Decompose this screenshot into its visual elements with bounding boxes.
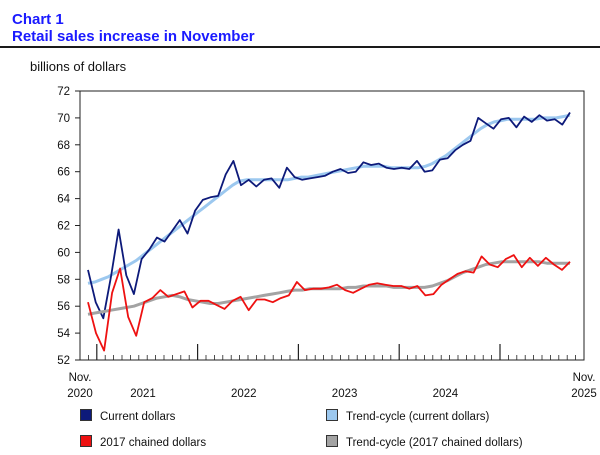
plot-frame [79, 90, 585, 361]
x-tick-label-year: 2022 [231, 388, 257, 400]
x-tick-label-month: Nov. [69, 372, 92, 384]
x-tick-label-month: Nov. [573, 372, 596, 384]
y-tick-label: 54 [57, 328, 70, 340]
y-tick-label: 66 [57, 167, 70, 179]
chart-title: Retail sales increase in November [12, 28, 255, 45]
chart-title-block: Chart 1 Retail sales increase in Novembe… [12, 11, 255, 45]
y-tick-label: 68 [57, 140, 70, 152]
legend-swatch-trend-chained [326, 435, 338, 447]
legend-swatch-trend-current [326, 409, 338, 421]
title-rule [0, 46, 600, 48]
y-axis-unit-label: billions of dollars [30, 59, 127, 74]
legend-item-trend-current: Trend-cycle (current dollars) [326, 409, 489, 423]
series-current-dollars [87, 112, 571, 320]
series-chained-dollars [87, 254, 571, 352]
legend-label-trend-current: Trend-cycle (current dollars) [346, 411, 490, 423]
legend-item-chained-dollars: 2017 chained dollars [80, 435, 206, 449]
legend-label-chained-dollars: 2017 chained dollars [100, 437, 207, 449]
chart-axes: 52 54 56 58 60 62 64 66 68 70 72 Nov. 2020 2021 2022 20… [57, 86, 597, 400]
legend-swatch-current-dollars [80, 409, 92, 421]
x-tick-label-year: 2025 [571, 388, 597, 400]
legend-item-trend-chained: Trend-cycle (2017 chained dollars) [326, 435, 523, 449]
y-tick-label: 56 [57, 301, 70, 313]
y-tick-label: 72 [57, 86, 70, 98]
chart-number: Chart 1 [12, 11, 64, 28]
series-trend-current [87, 113, 571, 285]
legend-label-trend-chained: Trend-cycle (2017 chained dollars) [346, 437, 523, 449]
x-tick-label-year: 2023 [332, 388, 358, 400]
y-tick-label: 64 [57, 194, 70, 206]
series-layer [87, 112, 571, 352]
y-tick-label: 58 [57, 274, 70, 286]
y-tick-label: 70 [57, 113, 70, 125]
x-tick-label-year: 2020 [67, 388, 93, 400]
y-tick-label: 62 [57, 221, 70, 233]
legend-item-current-dollars: Current dollars [80, 409, 175, 423]
legend-label-current-dollars: Current dollars [100, 411, 176, 423]
y-tick-label: 60 [57, 247, 70, 259]
y-tick-label: 52 [57, 355, 70, 367]
x-tick-label-year: 2024 [433, 388, 459, 400]
x-tick-label-year: 2021 [130, 388, 156, 400]
legend-swatch-chained-dollars [80, 435, 92, 447]
